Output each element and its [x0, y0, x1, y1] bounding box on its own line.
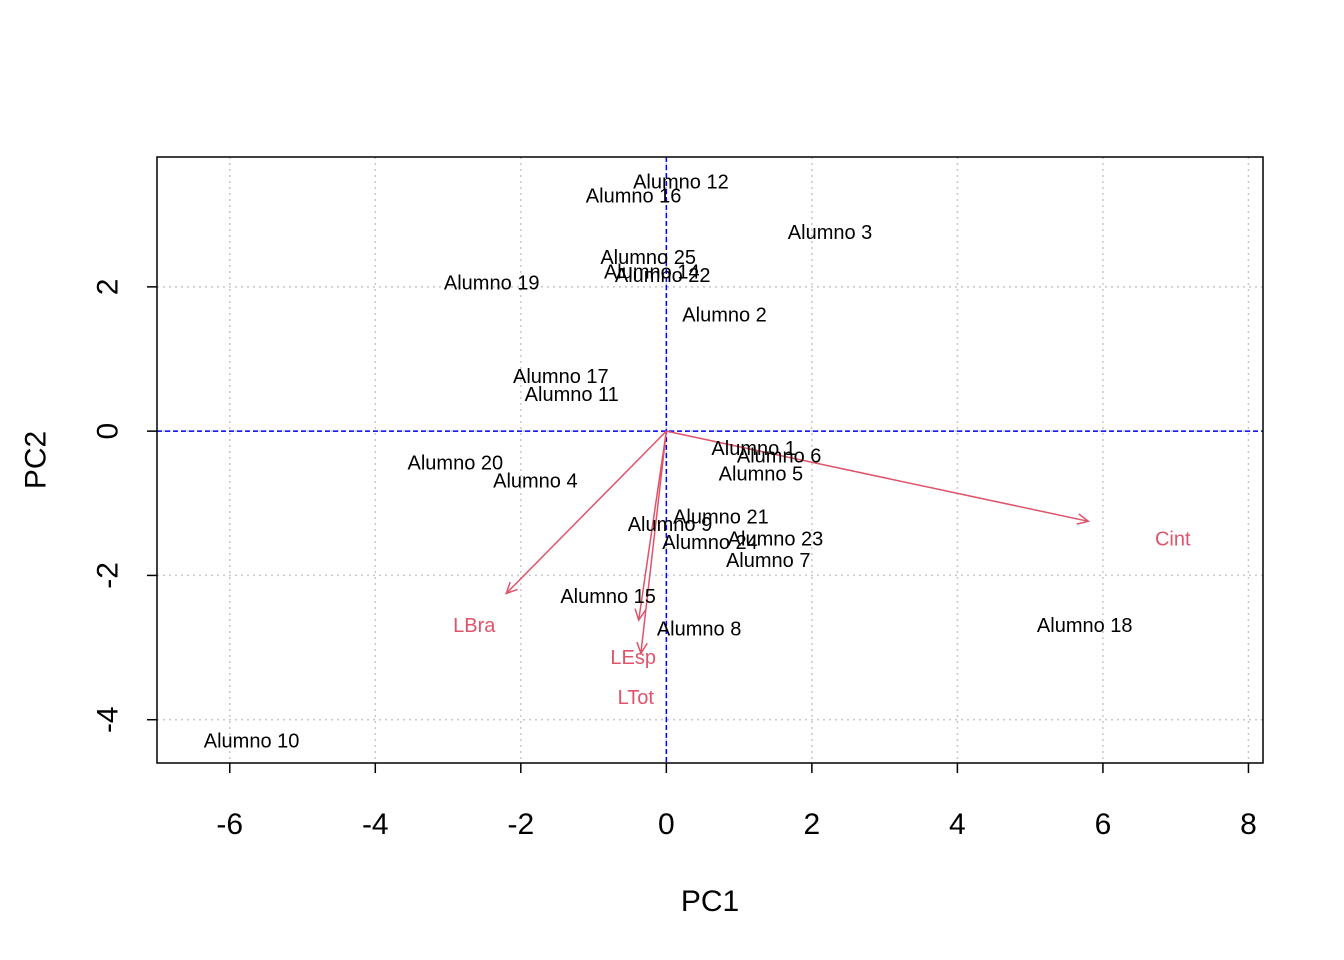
y-tick-label: 2	[92, 279, 125, 296]
point-label: Alumno 6	[737, 445, 822, 467]
x-tick-label: -4	[362, 808, 389, 841]
y-tick-label: -2	[92, 562, 125, 589]
loading-arrowhead	[636, 641, 648, 656]
y-tick-label: -4	[92, 706, 125, 733]
point-label: Alumno 15	[560, 586, 656, 608]
x-tick-label: 4	[949, 808, 966, 841]
loading-arrows	[505, 430, 1091, 656]
point-label: Alumno 3	[788, 222, 873, 244]
point-label: Alumno 18	[1037, 615, 1133, 637]
reference-lines	[157, 157, 1263, 763]
point-label: Alumno 4	[493, 471, 578, 493]
loading-arrowhead	[505, 581, 518, 595]
point-label: Alumno 20	[408, 453, 504, 475]
y-axis-title: PC2	[20, 431, 53, 489]
point-label: Alumno 25	[600, 247, 696, 269]
point-label: Alumno 12	[633, 171, 729, 193]
x-tick-label: 0	[658, 808, 675, 841]
plot-frame	[156, 156, 1264, 764]
point-label: Alumno 16	[586, 186, 682, 208]
loading-arrowhead	[634, 608, 647, 622]
loading-labels: Cint LBra LEsp LTot	[453, 528, 1191, 708]
x-axis-title: PC1	[681, 885, 739, 918]
x-axis-ticks: -6 -4 -2 0 2 4 6 8	[216, 763, 1257, 841]
loading-label: LTot	[618, 687, 655, 709]
x-tick-label: 6	[1095, 808, 1112, 841]
y-axis-ticks: -4 -2 0 2	[92, 279, 157, 733]
x-tick-label: 8	[1240, 808, 1257, 841]
loading-arrow	[505, 430, 667, 594]
point-label: Alumno 14	[604, 261, 700, 283]
point-label: Alumno 5	[719, 463, 804, 485]
loading-arrow	[640, 431, 668, 654]
grid-lines	[157, 157, 1263, 763]
point-label: Alumno 9	[628, 514, 713, 536]
point-label: Alumno 22	[615, 265, 711, 287]
point-label: Alumno 8	[657, 619, 742, 641]
point-label: Alumno 11	[525, 384, 619, 406]
point-label: Alumno 2	[682, 305, 767, 327]
point-label: Alumno 19	[444, 272, 540, 294]
loading-label: LBra	[453, 615, 496, 637]
loading-arrowhead	[1076, 513, 1091, 525]
x-tick-label: -2	[507, 808, 534, 841]
point-label: Alumno 7	[726, 550, 811, 572]
point-label: Alumno 1	[711, 438, 796, 460]
x-tick-label: 2	[804, 808, 821, 841]
loading-label: LEsp	[610, 647, 656, 669]
point-label: Alumno 17	[513, 366, 609, 388]
point-label: Alumno 21	[673, 507, 769, 529]
point-label: Alumno 23	[728, 528, 824, 550]
loading-arrow	[637, 431, 668, 621]
y-tick-label: 0	[92, 423, 125, 440]
loading-arrow	[666, 430, 1089, 523]
loading-label: Cint	[1155, 528, 1191, 550]
point-label: Alumno 24	[662, 532, 758, 554]
point-label: Alumno 10	[204, 730, 300, 752]
x-tick-label: -6	[216, 808, 243, 841]
